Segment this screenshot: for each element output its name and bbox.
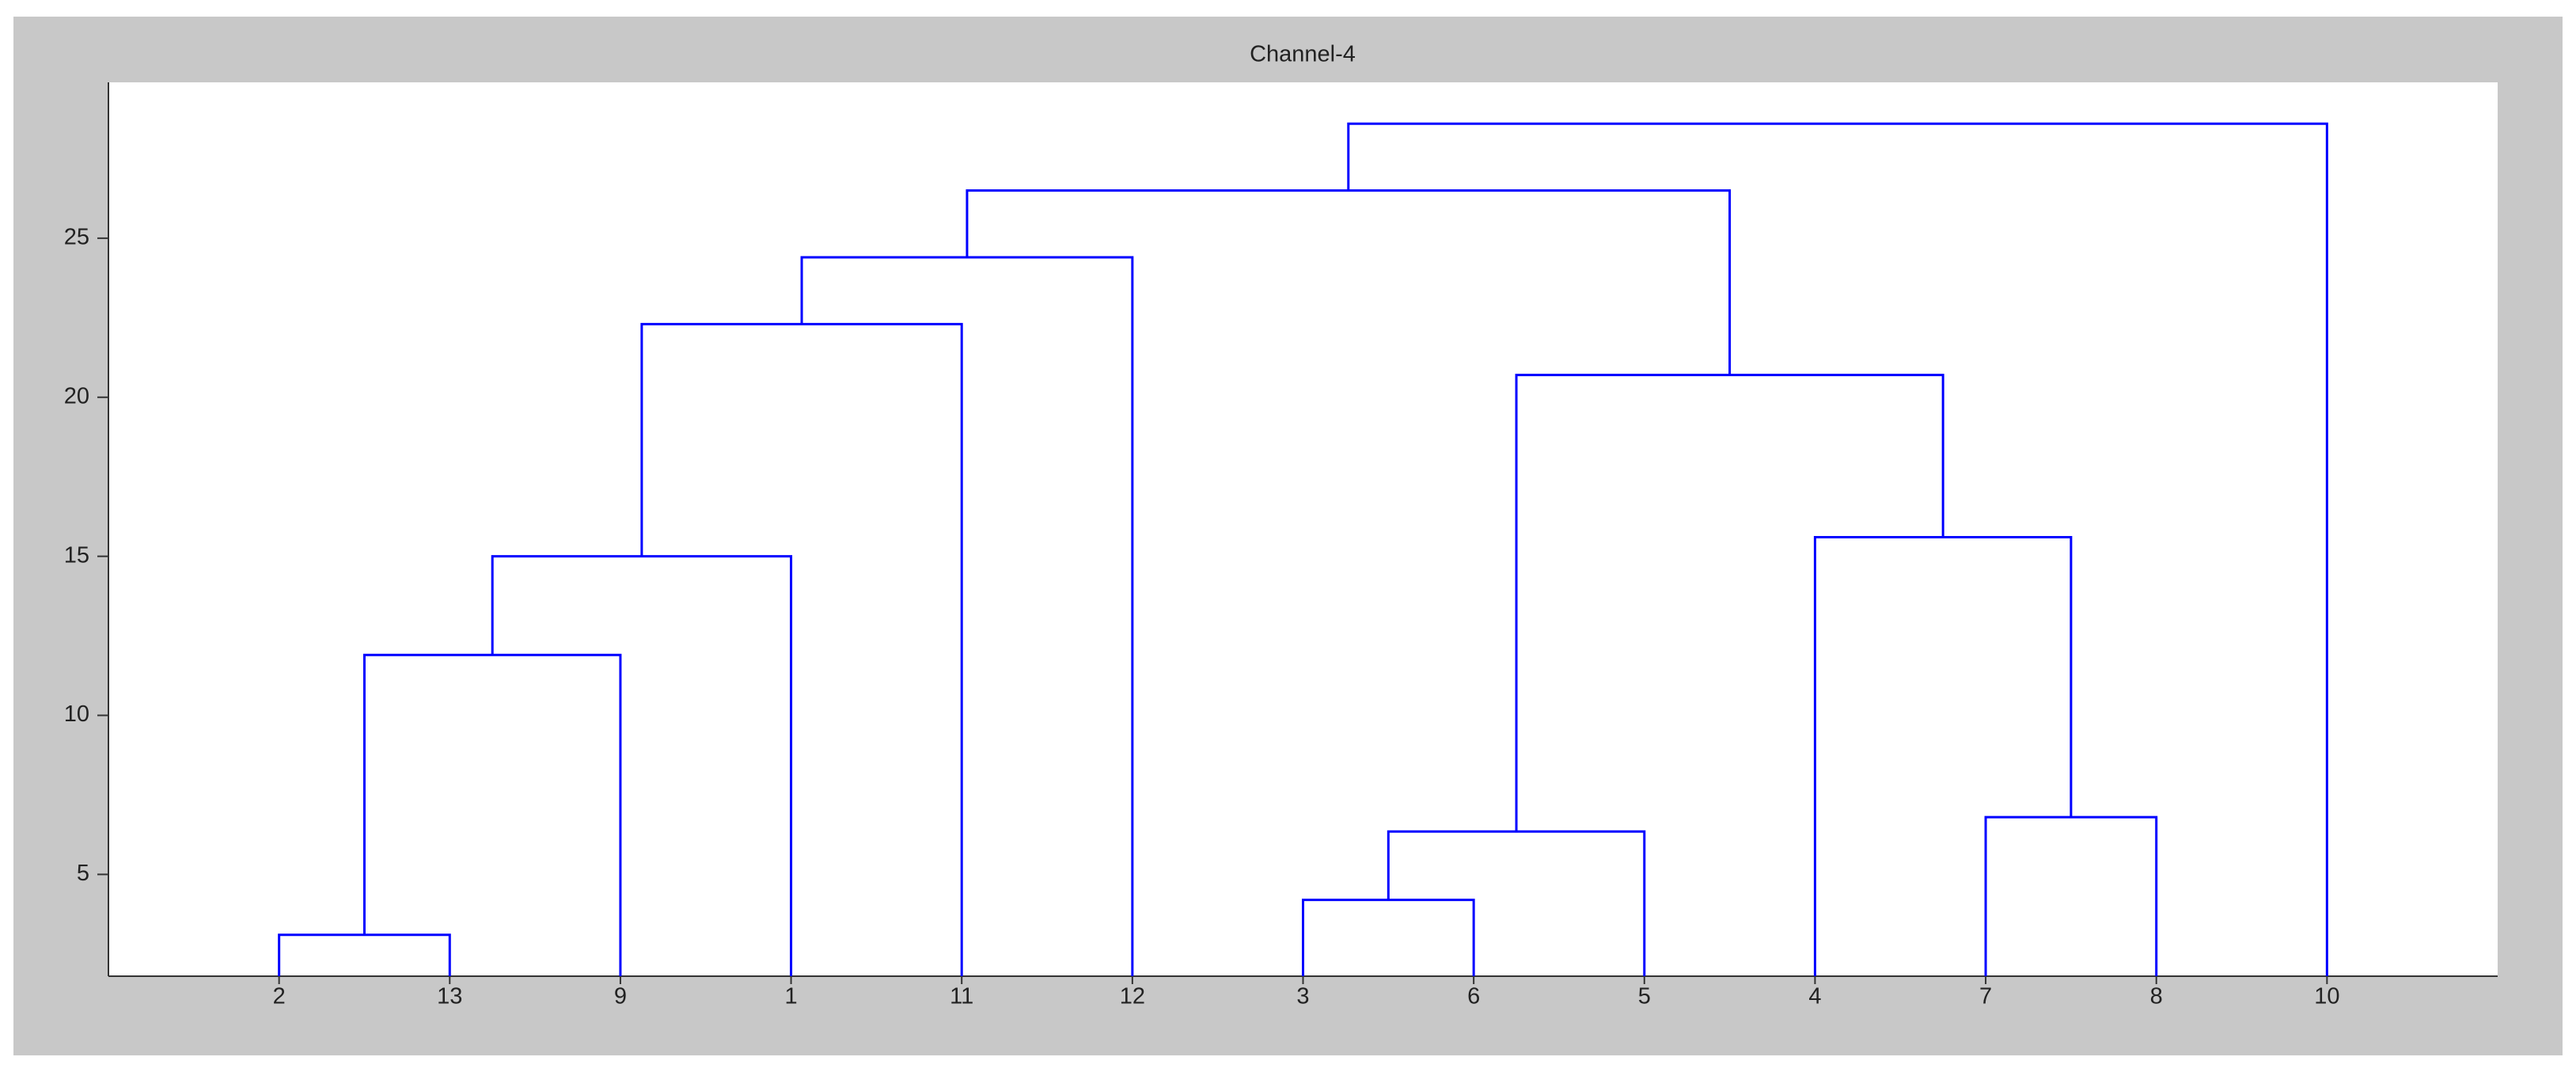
x-tick-label: 2	[273, 984, 286, 1009]
x-tick-label: 4	[1808, 984, 1821, 1009]
x-tick-label: 10	[2314, 984, 2339, 1009]
plot-area	[108, 82, 2498, 976]
dendrogram-link	[278, 933, 451, 976]
x-tick-label: 11	[950, 984, 973, 1009]
x-tick-label: 9	[614, 984, 627, 1009]
y-tick-label: 20	[64, 383, 89, 409]
chart-title: Channel-4	[1250, 42, 1356, 67]
x-tick-label: 3	[1296, 984, 1309, 1009]
y-tick-label: 25	[64, 225, 89, 250]
x-tick-label: 1	[785, 984, 798, 1009]
dendrogram-link	[800, 256, 1134, 976]
x-tick-label: 13	[437, 984, 462, 1009]
y-tick-label: 15	[64, 542, 89, 568]
dendrogram-link	[362, 653, 622, 976]
dendrogram-link	[1347, 122, 2328, 976]
x-tick-label: 6	[1467, 984, 1480, 1009]
y-tick-label: 10	[64, 701, 89, 727]
x-tick-label: 5	[1638, 984, 1651, 1009]
x-tick-label: 8	[2150, 984, 2163, 1009]
x-tick-label: 7	[1979, 984, 1992, 1009]
y-tick-label: 5	[77, 861, 89, 886]
x-tick-label: 12	[1120, 984, 1145, 1009]
dendrogram-link	[966, 189, 1732, 375]
